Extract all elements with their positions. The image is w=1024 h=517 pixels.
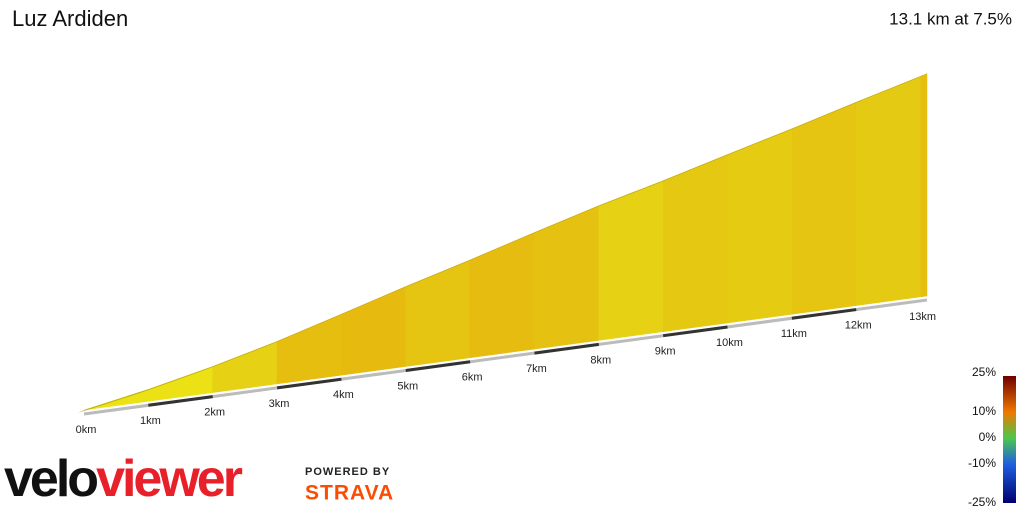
x-tick-label: 1km bbox=[140, 415, 161, 427]
chart-subtitle: 13.1 km at 7.5% bbox=[889, 9, 1012, 28]
logo: veloviewer bbox=[4, 450, 243, 508]
segment-top bbox=[721, 128, 792, 158]
legend-tick-label: 10% bbox=[972, 404, 996, 418]
gradient-segment bbox=[534, 205, 600, 350]
legend-tick-label: -25% bbox=[968, 495, 996, 509]
segment-top bbox=[206, 341, 278, 370]
gradient-segment bbox=[920, 73, 928, 298]
segment-top bbox=[785, 102, 857, 132]
axis-band bbox=[405, 360, 471, 372]
gradient-segment bbox=[855, 75, 921, 306]
gradient-segment bbox=[405, 259, 471, 367]
legend-bar bbox=[1003, 376, 1016, 503]
gradient-segment bbox=[662, 154, 728, 332]
x-tick-label: 0km bbox=[76, 424, 97, 436]
chart-title: Luz Ardiden bbox=[12, 6, 128, 31]
x-tick-label: 6km bbox=[462, 372, 483, 384]
segment-top bbox=[914, 73, 927, 80]
gradient-segment bbox=[598, 180, 664, 341]
axis-band bbox=[791, 308, 857, 320]
legend-tick-label: -10% bbox=[968, 456, 996, 470]
x-tick-label: 8km bbox=[590, 354, 611, 366]
legend-tick-label: 0% bbox=[979, 430, 997, 444]
gradient-segment bbox=[148, 366, 213, 402]
x-tick-label: 5km bbox=[397, 380, 418, 392]
x-tick-label: 13km bbox=[909, 311, 936, 323]
segment-top bbox=[78, 389, 149, 413]
segment-top bbox=[657, 154, 728, 184]
x-tick-label: 7km bbox=[526, 363, 547, 375]
gradient-segment bbox=[276, 313, 342, 385]
axis-band bbox=[534, 342, 600, 355]
segment-top bbox=[528, 205, 599, 236]
legend-tick-label: 25% bbox=[972, 365, 996, 379]
logo-part: velo bbox=[4, 450, 97, 508]
gradient-segment bbox=[341, 286, 407, 376]
segment-top bbox=[850, 76, 921, 106]
segment-top bbox=[142, 366, 213, 393]
gradient-segment bbox=[727, 128, 793, 324]
x-tick-label: 4km bbox=[333, 389, 354, 401]
strava: STRAVA bbox=[305, 482, 394, 505]
x-tick-label: 11km bbox=[781, 328, 807, 340]
logo-part: viewer bbox=[96, 450, 243, 508]
x-tick-label: 12km bbox=[845, 319, 872, 331]
segment-top bbox=[335, 286, 406, 318]
x-tick-label: 9km bbox=[655, 346, 676, 358]
axis-band bbox=[276, 377, 342, 390]
segment-top bbox=[271, 314, 342, 345]
gradient-segment bbox=[212, 341, 278, 393]
x-axis bbox=[83, 298, 928, 416]
x-tick-label: 3km bbox=[269, 398, 290, 410]
segment-top bbox=[592, 180, 664, 209]
segment-top bbox=[464, 232, 535, 263]
segment-top bbox=[399, 259, 471, 290]
powered-by: POWERED BY bbox=[305, 466, 390, 478]
axis-band bbox=[662, 325, 728, 338]
gradient-segment bbox=[469, 232, 535, 359]
axis-band bbox=[148, 395, 213, 407]
x-tick-label: 2km bbox=[204, 407, 225, 419]
x-tick-label: 10km bbox=[716, 337, 743, 349]
gradient-segment bbox=[791, 101, 857, 315]
